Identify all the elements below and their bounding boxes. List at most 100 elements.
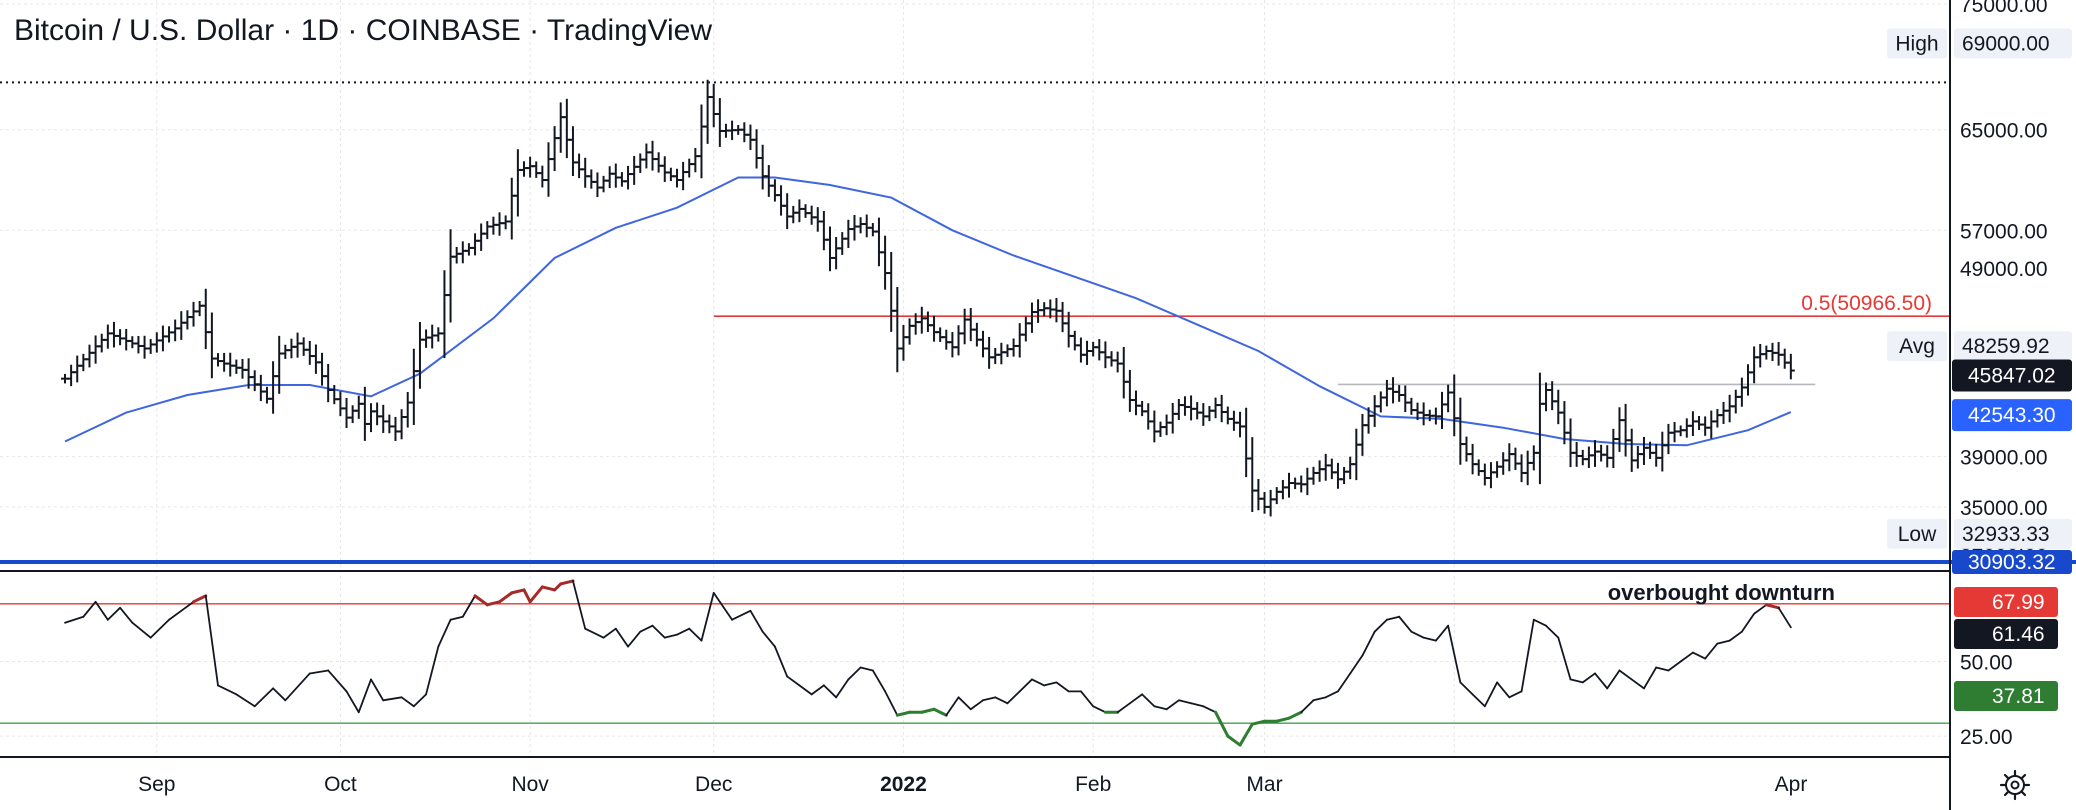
rsi-line-segment xyxy=(1055,681,1070,693)
level-value-label: 69000.00 xyxy=(1962,32,2050,55)
rsi-line-segment xyxy=(1141,693,1156,708)
rsi-line-segment xyxy=(945,696,960,717)
rsi-line-segment xyxy=(528,585,544,604)
rsi-line-segment xyxy=(1165,699,1180,711)
rsi-line-segment xyxy=(1153,705,1168,711)
price-tick-label: 39000.00 xyxy=(1960,447,2048,470)
rsi-badge xyxy=(1954,619,2058,649)
rsi-line-segment xyxy=(688,627,703,642)
rsi-line-segment xyxy=(932,707,948,717)
price-tick-label: 49000.00 xyxy=(1960,258,2048,281)
rsi-line-segment xyxy=(1545,624,1560,639)
rsi-line-segment xyxy=(712,591,733,621)
rsi-line-segment xyxy=(1250,719,1267,726)
rsi-line-segment xyxy=(1532,618,1547,627)
rsi-line-segment xyxy=(1373,618,1388,633)
rsi-line-segment xyxy=(1471,693,1486,708)
level-chip-bg xyxy=(1887,518,1947,549)
rsi-line-segment xyxy=(449,615,464,621)
rsi-line-segment xyxy=(1287,710,1303,720)
time-tick-label: Apr xyxy=(1775,773,1808,796)
rsi-line-segment xyxy=(584,627,605,639)
level-chip-label: Avg xyxy=(1899,335,1935,358)
price-tick-label: 65000.00 xyxy=(1960,120,2048,143)
rsi-badge-label: 61.46 xyxy=(1992,623,2045,646)
time-tick-label: Mar xyxy=(1246,773,1282,796)
rsi-line-segment xyxy=(82,600,97,618)
rsi-line-segment xyxy=(94,600,109,621)
rsi-line-segment xyxy=(180,600,195,612)
rsi-line-segment xyxy=(473,594,489,607)
level-chip-bg xyxy=(1887,331,1947,362)
rsi-line-segment xyxy=(437,618,452,648)
rsi-line-segment xyxy=(1496,681,1511,699)
time-tick-label: Oct xyxy=(324,773,357,796)
rsi-line-segment xyxy=(1753,603,1768,615)
rsi-line-segment xyxy=(920,707,936,714)
rsi-line-segment xyxy=(308,669,330,675)
rsi-line-segment xyxy=(1447,624,1462,684)
rsi-line-segment xyxy=(235,693,256,708)
rsi-line-segment xyxy=(572,580,587,630)
gear-icon[interactable] xyxy=(1998,768,2032,802)
rsi-line-segment xyxy=(1557,636,1572,681)
rsi-line-segment xyxy=(1508,690,1523,699)
level-value-bg xyxy=(1954,28,2072,59)
rsi-line-segment xyxy=(131,621,152,639)
rsi-line-segment xyxy=(253,687,274,708)
rsi-line-segment xyxy=(1410,630,1425,639)
rsi-tick-label: 25.00 xyxy=(1960,726,2013,749)
rsi-line-segment xyxy=(1434,624,1450,642)
rsi-line-segment xyxy=(1704,642,1719,660)
rsi-line-segment xyxy=(1337,672,1352,693)
rsi-line-segment xyxy=(749,609,764,633)
rsi-line-segment xyxy=(412,693,427,708)
rsi-line-segment xyxy=(1655,666,1670,672)
rsi-line-segment xyxy=(822,684,838,699)
rsi-line-segment xyxy=(639,624,654,633)
rsi-line-segment xyxy=(327,669,348,693)
rsi-line-segment xyxy=(510,588,526,595)
rsi-line-segment xyxy=(345,690,360,714)
rsi-line-segment xyxy=(969,699,984,711)
rsi-line-segment xyxy=(1594,672,1609,690)
rsi-line-segment xyxy=(1361,630,1376,657)
level-chip-bg xyxy=(1887,28,1947,59)
time-tick-label: Dec xyxy=(695,773,732,796)
rsi-line-segment xyxy=(1018,678,1033,693)
rsi-line-segment xyxy=(149,618,170,639)
level-value-bg xyxy=(1954,331,2072,362)
rsi-line-segment xyxy=(1667,660,1682,672)
rsi-line-segment xyxy=(1728,630,1743,642)
rsi-line-segment xyxy=(1275,716,1291,723)
rsi-annotation: overbought downturn xyxy=(1608,580,1835,605)
rsi-line-segment xyxy=(676,627,691,636)
rsi-line-segment xyxy=(1483,681,1498,708)
rsi-line-segment xyxy=(810,684,825,696)
rsi-line-segment xyxy=(1324,690,1339,699)
price-badge xyxy=(1952,359,2072,392)
plot-background xyxy=(0,0,1950,757)
time-tick-label: Nov xyxy=(511,773,549,796)
chart-title: Bitcoin / U.S. Dollar · 1D · COINBASE · … xyxy=(14,14,712,47)
rsi-badge xyxy=(1954,587,2058,617)
rsi-line-segment xyxy=(1679,651,1694,663)
rsi-line-segment xyxy=(884,690,899,717)
level-chip-label: Low xyxy=(1898,523,1937,546)
price-badge-label: 45847.02 xyxy=(1968,365,2056,388)
rsi-line-segment xyxy=(425,645,440,696)
rsi-line-segment xyxy=(119,606,134,624)
rsi-line-segment xyxy=(522,588,532,604)
rsi-line-segment xyxy=(192,594,208,604)
rsi-line-segment xyxy=(1177,699,1192,705)
level-chip-label: High xyxy=(1895,32,1938,55)
rsi-line-segment xyxy=(614,627,629,648)
rsi-line-segment xyxy=(1043,681,1058,687)
price-tick-label: 75000.00 xyxy=(1960,0,2048,17)
rsi-line-segment xyxy=(370,678,385,702)
rsi-line-segment xyxy=(786,675,801,687)
rsi-line-segment xyxy=(1398,615,1413,633)
rsi-line-segment xyxy=(1618,669,1633,681)
rsi-line-segment xyxy=(1581,672,1596,684)
